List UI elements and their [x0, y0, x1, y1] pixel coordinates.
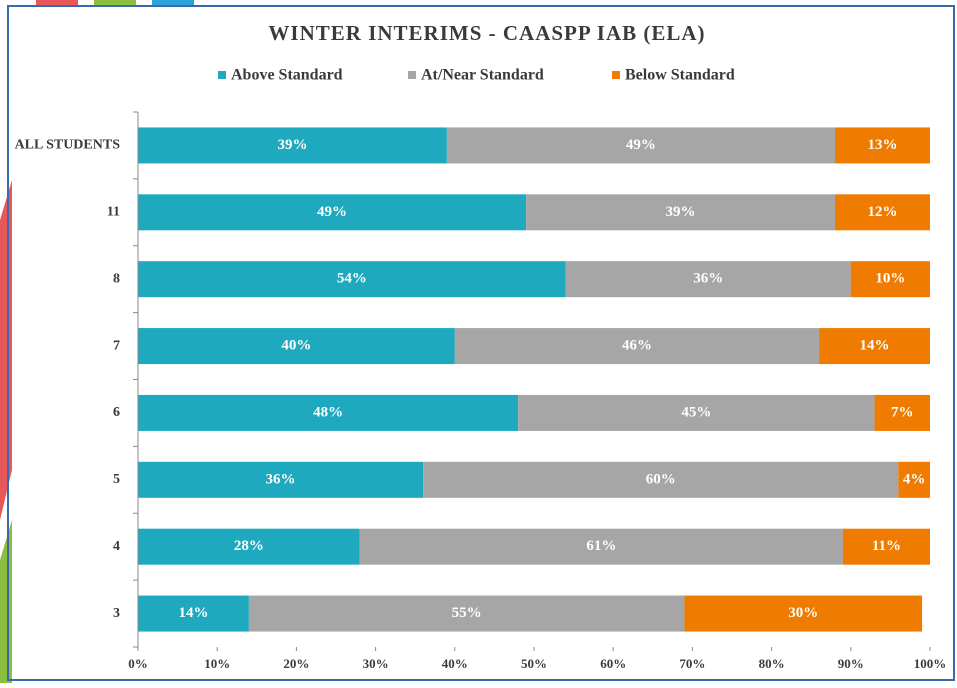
decor	[152, 0, 194, 5]
bar-segment	[138, 461, 424, 498]
y-tick-label: 4	[113, 539, 120, 554]
legend-label: Below Standard	[625, 67, 735, 84]
bar-segment	[526, 194, 835, 231]
value-label: 61%	[586, 538, 616, 554]
bar-segment	[138, 194, 527, 231]
value-label: 36%	[266, 471, 296, 487]
bar-segment	[518, 394, 875, 431]
value-label: 46%	[622, 338, 652, 354]
x-tick-label: 100%	[914, 656, 947, 671]
value-label: 14%	[178, 605, 208, 621]
x-tick-label: 50%	[521, 656, 547, 671]
x-tick-label: 0%	[128, 656, 148, 671]
value-label: 12%	[867, 204, 897, 220]
bar-segment	[898, 461, 930, 498]
bar-segment	[842, 528, 930, 565]
bar-segment	[819, 328, 930, 365]
value-label: 36%	[693, 271, 723, 287]
x-tick-label: 30%	[363, 656, 389, 671]
bar-segment	[454, 328, 820, 365]
decor	[36, 0, 78, 5]
value-label: 13%	[867, 137, 897, 153]
bar-segment	[565, 261, 851, 298]
legend-label: Above Standard	[231, 67, 343, 84]
value-label: 14%	[860, 338, 890, 354]
y-tick-label: 7	[113, 338, 120, 353]
value-label: 11%	[872, 538, 901, 554]
bar-segment	[138, 595, 249, 632]
x-tick-label: 20%	[283, 656, 309, 671]
value-label: 48%	[313, 404, 343, 420]
bar-segment	[138, 261, 566, 298]
value-label: 39%	[277, 137, 307, 153]
value-label: 60%	[646, 471, 676, 487]
chart-title: WINTER INTERIMS - CAASPP IAB (ELA)	[268, 21, 705, 45]
x-tick-label: 10%	[204, 656, 230, 671]
bar-segment	[138, 528, 360, 565]
y-tick-label: 8	[113, 271, 120, 286]
bar-segment	[834, 127, 930, 164]
bar-segment	[138, 394, 519, 431]
value-label: 10%	[875, 271, 905, 287]
y-tick-label: 6	[113, 405, 120, 420]
value-label: 28%	[234, 538, 264, 554]
plot	[138, 127, 930, 632]
decor	[0, 180, 12, 520]
bar-segment	[138, 328, 455, 365]
value-label: 4%	[903, 471, 926, 487]
y-tick-label: 5	[113, 472, 120, 487]
value-label: 40%	[281, 338, 311, 354]
value-label: 49%	[626, 137, 656, 153]
bar-segment	[684, 595, 923, 632]
bar-segment	[874, 394, 930, 431]
bar-segment	[138, 127, 447, 164]
x-tick-label: 70%	[679, 656, 705, 671]
bar-segment	[248, 595, 685, 632]
legend-swatch	[218, 71, 226, 79]
bar-segment	[423, 461, 899, 498]
legend-label: At/Near Standard	[421, 67, 544, 84]
value-label: 55%	[452, 605, 482, 621]
x-tick-label: 40%	[442, 656, 468, 671]
value-label: 45%	[681, 404, 711, 420]
value-label: 54%	[337, 271, 367, 287]
value-label: 39%	[666, 204, 696, 220]
value-label: 7%	[891, 404, 914, 420]
legend-swatch	[612, 71, 620, 79]
bar-segment	[834, 194, 930, 231]
x-tick-label: 80%	[759, 656, 785, 671]
bar-segment	[359, 528, 843, 565]
bar-segment	[850, 261, 930, 298]
frame	[7, 5, 955, 681]
x-tick-label: 60%	[600, 656, 626, 671]
y-tick-label: 11	[107, 205, 120, 220]
x-tick-label: 90%	[838, 656, 864, 671]
bar-segment	[446, 127, 835, 164]
y-tick-label: 3	[113, 606, 120, 621]
decor	[94, 0, 136, 5]
value-label: 49%	[317, 204, 347, 220]
legend-swatch	[408, 71, 416, 79]
value-label: 30%	[788, 605, 818, 621]
y-tick-label: ALL STUDENTS	[15, 138, 121, 153]
